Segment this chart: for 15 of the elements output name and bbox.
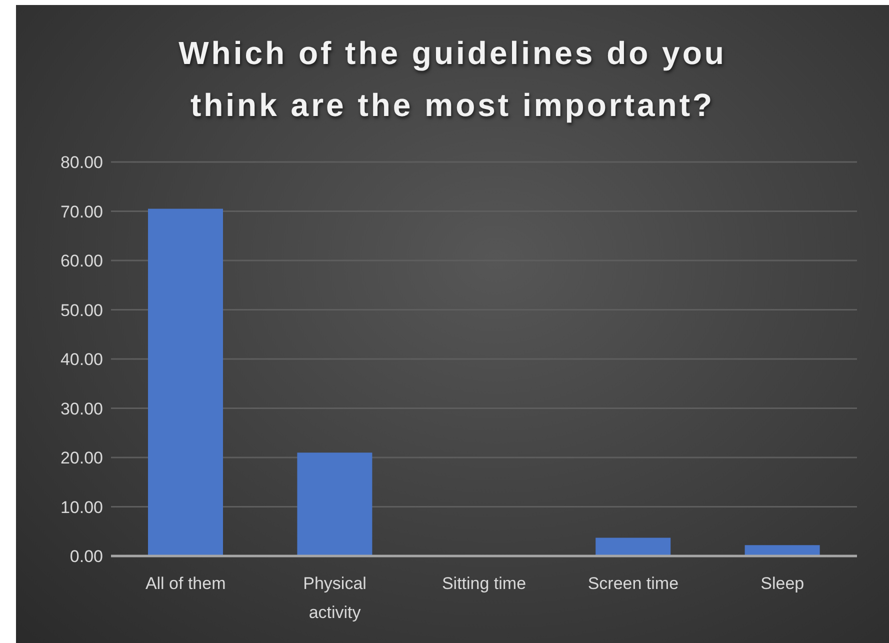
y-tick-label: 60.00 xyxy=(60,252,103,271)
y-tick-label: 80.00 xyxy=(60,153,103,172)
x-tick-label: All of them xyxy=(145,574,226,593)
x-tick-label: Screen time xyxy=(588,574,679,593)
x-tick-label: Physical activity xyxy=(303,574,366,622)
x-tick-label: Sitting time xyxy=(442,574,526,593)
y-tick-label: 70.00 xyxy=(60,202,103,222)
y-tick-label: 0.00 xyxy=(70,547,103,566)
y-tick-label: 10.00 xyxy=(60,498,103,517)
chart-title: Which of the guidelines do you think are the most important? xyxy=(178,34,728,125)
y-tick-label: 40.00 xyxy=(60,350,103,370)
y-tick-label: 50.00 xyxy=(60,300,103,320)
y-tick-label: 30.00 xyxy=(60,399,103,418)
x-tick-label: Sleep xyxy=(760,574,804,593)
y-tick-label: 20.00 xyxy=(60,448,103,468)
